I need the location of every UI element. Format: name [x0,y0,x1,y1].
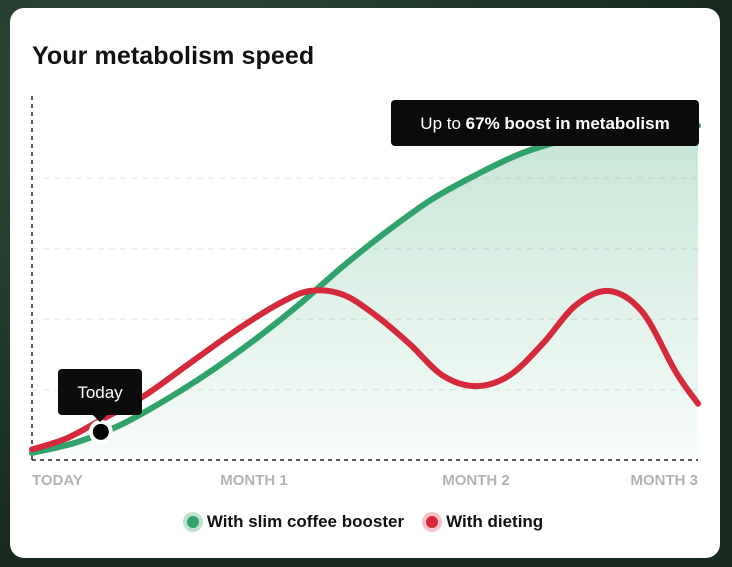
callout-today-box [58,369,142,415]
x-tick-label-1: TODAY [32,472,83,489]
x-tick-label-4: MONTH 3 [631,472,699,489]
legend-label-booster: With slim coffee booster [206,512,405,531]
callout-boost-bold: 67% boost in metabolism [466,114,670,133]
callout-today-pointer [93,415,107,422]
callout-today-text: Today [77,383,123,402]
series-line-dieting [29,287,701,453]
x-tick-label-3: MONTH 2 [442,472,510,489]
chart-legend: With slim coffee booster With dieting [10,512,720,532]
legend-dot-dieting-icon [426,516,439,528]
metabolism-chart: TODAY MONTH 1 MONTH 2 MONTH 3 Today Up to 67%… [29,96,701,489]
chart-title: Your metabolism speed [32,42,315,70]
legend-label-dieting: With dieting [446,512,544,531]
chart-card: Your metabolism speed TODAY MONTH 1 MONTH … [10,8,720,558]
legend-dot-booster-icon [186,516,199,528]
booster-area [32,125,698,460]
x-tick-label-2: MONTH 1 [220,472,288,489]
callout-boost-prefix: Up to [420,114,465,133]
callout-boost-box [391,100,699,146]
callout-boost-text: Up to 67% boost in metabolism [420,114,669,133]
legend-item-dieting: With dieting [426,512,543,532]
legend-item-booster: With slim coffee booster [186,512,405,532]
marker-today [92,423,109,440]
